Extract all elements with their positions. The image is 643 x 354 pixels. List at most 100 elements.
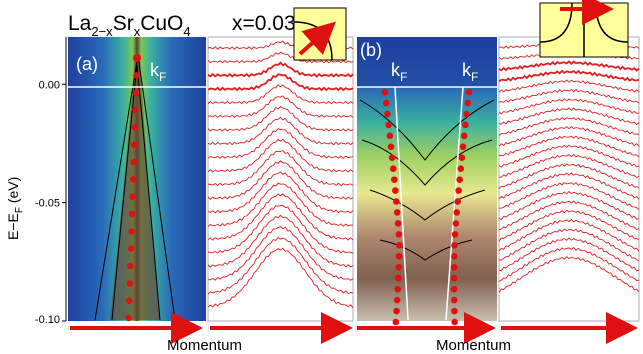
- panel-a-dispersion: [125, 54, 141, 322]
- edc-curve: [498, 98, 640, 115]
- panel-b-fit-line-right: [445, 86, 464, 321]
- dispersion-point-left: [392, 318, 400, 326]
- dispersion-point: [132, 106, 139, 114]
- edc-curve: [207, 226, 354, 281]
- edc-curve: [208, 95, 354, 119]
- dispersion-point-right: [464, 99, 472, 107]
- y-tick-label: -0.10: [35, 314, 60, 326]
- dispersion-point-left: [382, 99, 390, 107]
- panel-a-edc-frame: [207, 36, 354, 322]
- panel-b-dispersion: [381, 88, 473, 326]
- dispersion-point: [132, 89, 140, 96]
- dispersion-point-right: [460, 132, 468, 140]
- dispersion-point-left: [385, 121, 392, 129]
- y-tick-label: -0.05: [35, 198, 60, 210]
- edc-curve: [207, 51, 354, 64]
- edc-curve: [498, 88, 640, 104]
- dispersion-point-right: [456, 176, 463, 183]
- dispersion-point-right: [463, 110, 470, 118]
- dispersion-point-left: [396, 242, 403, 249]
- dispersion-point-left: [386, 132, 394, 140]
- edc-curve: [498, 182, 640, 210]
- edc-curve: [207, 105, 354, 132]
- dispersion-point: [128, 210, 136, 218]
- dispersion-point-right: [450, 296, 458, 304]
- edc-curve: [498, 228, 640, 262]
- dispersion-point-left: [393, 307, 400, 315]
- dispersion-point-left: [394, 274, 402, 282]
- dispersion-point: [128, 228, 135, 235]
- dispersion-point-left: [393, 198, 400, 205]
- panel-b-kf-left-label: kF: [391, 60, 407, 84]
- edc-curve: [207, 84, 354, 105]
- y-tick-label: 0.00: [39, 79, 60, 91]
- edc-curve: [207, 73, 354, 92]
- edc-curve: [498, 60, 640, 72]
- dispersion-point-right: [462, 121, 469, 129]
- dispersion-point-left: [393, 209, 401, 216]
- dispersion-point-right: [453, 209, 461, 216]
- dispersion-point-right: [450, 274, 458, 282]
- edc-curve: [498, 144, 640, 168]
- dispersion-point-right: [454, 198, 461, 205]
- edc-curve: [498, 246, 640, 282]
- dispersion-point-left: [391, 176, 398, 183]
- edc-curve: [498, 218, 640, 252]
- edc-curve: [207, 61, 354, 78]
- dispersion-point-right: [459, 143, 467, 151]
- edc-curve: [207, 247, 354, 308]
- dispersion-point-right: [465, 88, 473, 96]
- dispersion-point-left: [395, 263, 403, 271]
- panel-b-fit-line-left: [394, 86, 409, 321]
- edc-curve: [207, 214, 354, 268]
- edc-curve: [498, 79, 640, 93]
- edc-curve: [207, 150, 354, 187]
- edc-curve: [498, 255, 640, 293]
- dispersion-point: [131, 141, 138, 148]
- x-axis-label-left: Momentum: [167, 337, 242, 354]
- edc-curve: [207, 193, 354, 241]
- panel-a-label: (a): [76, 54, 98, 74]
- dispersion-point-left: [395, 231, 403, 238]
- panel-b-edcs: [498, 42, 640, 293]
- dispersion-point: [129, 176, 137, 183]
- panel-a-peak: [110, 60, 160, 320]
- dispersion-point-left: [388, 154, 396, 162]
- edc-curve: [207, 128, 354, 160]
- panel-b-edc-frame: [498, 36, 640, 322]
- dispersion-point-left: [392, 187, 399, 194]
- edc-curve: [498, 125, 640, 147]
- edc-curve: [498, 237, 640, 272]
- dispersion-point-right: [450, 285, 458, 293]
- edc-curve: [498, 116, 640, 136]
- dispersion-point: [125, 314, 132, 322]
- edc-curve: [498, 107, 640, 126]
- panel-a-kf-label: kF: [150, 60, 166, 84]
- edc-curve: [207, 182, 354, 227]
- edc-curve: [498, 163, 640, 190]
- dispersion-point-right: [457, 165, 465, 172]
- dispersion-point: [133, 72, 140, 79]
- edc-curve: [207, 204, 354, 254]
- dispersion-point-left: [381, 88, 389, 96]
- edc-curve: [498, 69, 640, 83]
- panel-a-contour: [136, 64, 161, 321]
- dispersion-point-right: [451, 231, 459, 238]
- panel-b-contour: [379, 239, 473, 261]
- y-axis-label: E−EF (eV): [5, 177, 25, 240]
- edc-curve: [498, 190, 640, 221]
- edc-curve: [498, 172, 640, 200]
- doping-label: x=0.03: [232, 12, 296, 35]
- dispersion-point-left: [389, 165, 397, 172]
- dispersion-point: [133, 54, 141, 62]
- edc-curve: [207, 138, 354, 173]
- dispersion-point-left: [387, 143, 395, 151]
- edc-curve: [207, 116, 354, 146]
- y-axis: 0.00 -0.05 -0.10: [35, 37, 67, 326]
- dispersion-point: [127, 262, 134, 270]
- dispersion-point-left: [394, 220, 402, 227]
- edc-curve: [498, 135, 640, 158]
- x-axis-label-right: Momentum: [436, 337, 511, 354]
- panel-b-contour: [369, 189, 486, 221]
